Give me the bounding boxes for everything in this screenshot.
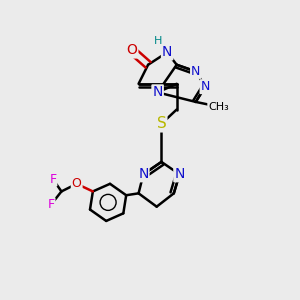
Text: N: N [174,167,185,181]
Text: S: S [157,116,166,131]
Text: N: N [162,45,172,59]
Text: N: N [201,80,210,93]
Text: N: N [138,167,148,181]
Text: N: N [152,85,163,99]
Text: O: O [72,177,82,190]
Text: N: N [191,65,200,78]
Text: O: O [127,44,137,58]
Text: F: F [47,198,55,211]
Text: CH₃: CH₃ [208,102,229,112]
Text: F: F [49,172,56,185]
Text: H: H [153,36,162,46]
